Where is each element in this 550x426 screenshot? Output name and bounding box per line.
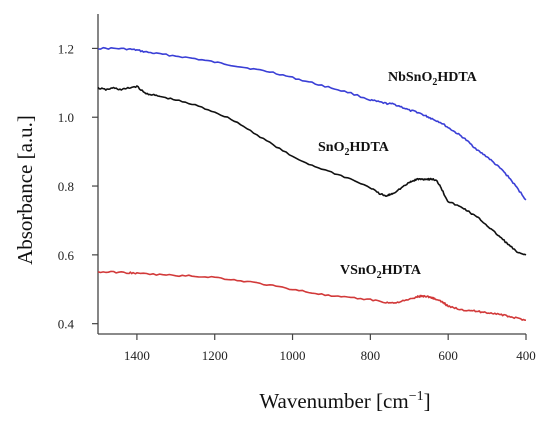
ticks: 1400 1200 1000 800 600 400 0.4 0.6 0.8 1.0 1.2	[58, 41, 536, 363]
x-axis-title-superscript: −1	[409, 389, 424, 404]
x-tick-label: 600	[438, 348, 458, 363]
x-axis-title-end: ]	[424, 389, 431, 413]
series-line-SnO2HDTA	[97, 85, 527, 256]
y-tick-label: 0.8	[58, 179, 74, 194]
x-axis-title: Wavenumber [cm−1]	[259, 389, 430, 413]
x-tick-label: 1200	[202, 348, 228, 363]
series-label-SnO2HDTA: SnO2HDTA	[318, 140, 390, 158]
y-tick-label: 0.6	[58, 248, 75, 263]
x-tick-label: 800	[361, 348, 381, 363]
series-line-VSnO2HDTA	[97, 270, 527, 321]
y-axis-title: Absorbance [a.u.]	[13, 115, 37, 265]
series-lines	[97, 46, 527, 321]
series-line-NbSnO2HDTA	[97, 46, 527, 201]
y-tick-label: 0.4	[58, 317, 75, 332]
y-tick-label: 1.0	[58, 110, 74, 125]
y-tick-label: 1.2	[58, 41, 74, 56]
series-labels: NbSnO2HDTA SnO2HDTA VSnO2HDTA	[318, 70, 478, 281]
series-label-NbSnO2HDTA: NbSnO2HDTA	[388, 70, 478, 88]
x-tick-label: 1400	[124, 348, 150, 363]
x-tick-label: 400	[516, 348, 536, 363]
x-tick-label: 1000	[280, 348, 306, 363]
axes	[97, 14, 526, 335]
x-axis-title-main: Wavenumber [cm	[259, 389, 408, 413]
series-label-VSnO2HDTA: VSnO2HDTA	[340, 263, 422, 281]
